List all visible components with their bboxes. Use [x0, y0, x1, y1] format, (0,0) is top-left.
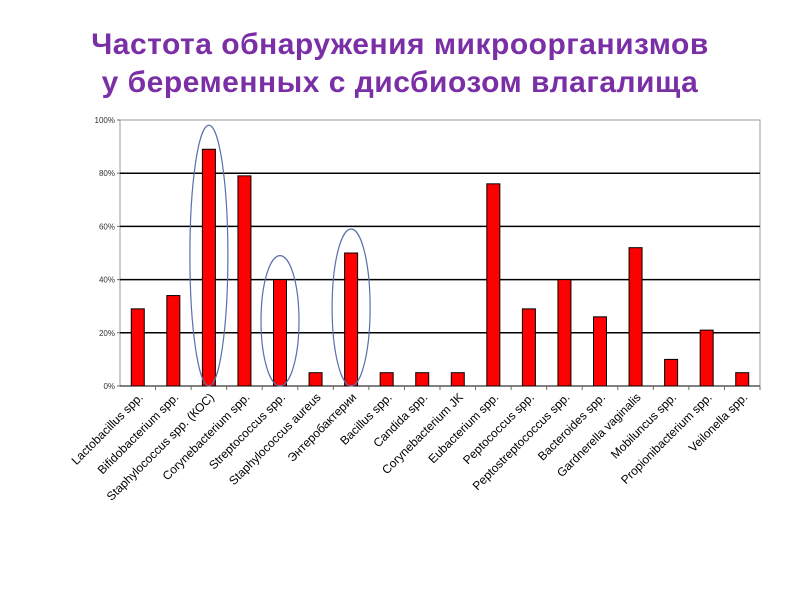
y-tick-label: 60% — [99, 222, 115, 231]
bar — [486, 183, 501, 387]
y-tick-label: 100% — [95, 116, 115, 125]
bar — [664, 358, 679, 387]
bar — [273, 279, 287, 387]
plot-area-frame — [119, 119, 761, 387]
bar — [628, 247, 643, 387]
bar — [344, 252, 359, 387]
bar — [130, 308, 145, 387]
bar — [450, 372, 465, 387]
bar — [308, 372, 323, 387]
y-tick-label: 20% — [99, 329, 115, 338]
y-tick-label: 40% — [99, 276, 115, 285]
chart-title-line2: у беременных с дисбиозом влагалища — [101, 66, 699, 99]
highlight-ellipse — [260, 254, 300, 387]
y-tick-label: 80% — [99, 169, 115, 178]
bar — [201, 148, 216, 387]
chart-title: Частота обнаружения микроорганизмов у бе… — [0, 26, 800, 102]
highlight-ellipse — [331, 228, 371, 387]
highlight-ellipse — [189, 124, 229, 387]
bar — [237, 175, 252, 387]
chart-title-line1: Частота обнаружения микроорганизмов — [91, 28, 709, 61]
bar — [699, 329, 714, 387]
bar — [557, 279, 572, 387]
bar — [593, 316, 607, 387]
bar — [521, 308, 536, 387]
bar — [415, 372, 430, 387]
bar — [166, 295, 181, 387]
bar — [735, 372, 750, 387]
y-tick-label: 0% — [103, 382, 115, 391]
bar — [379, 372, 394, 387]
